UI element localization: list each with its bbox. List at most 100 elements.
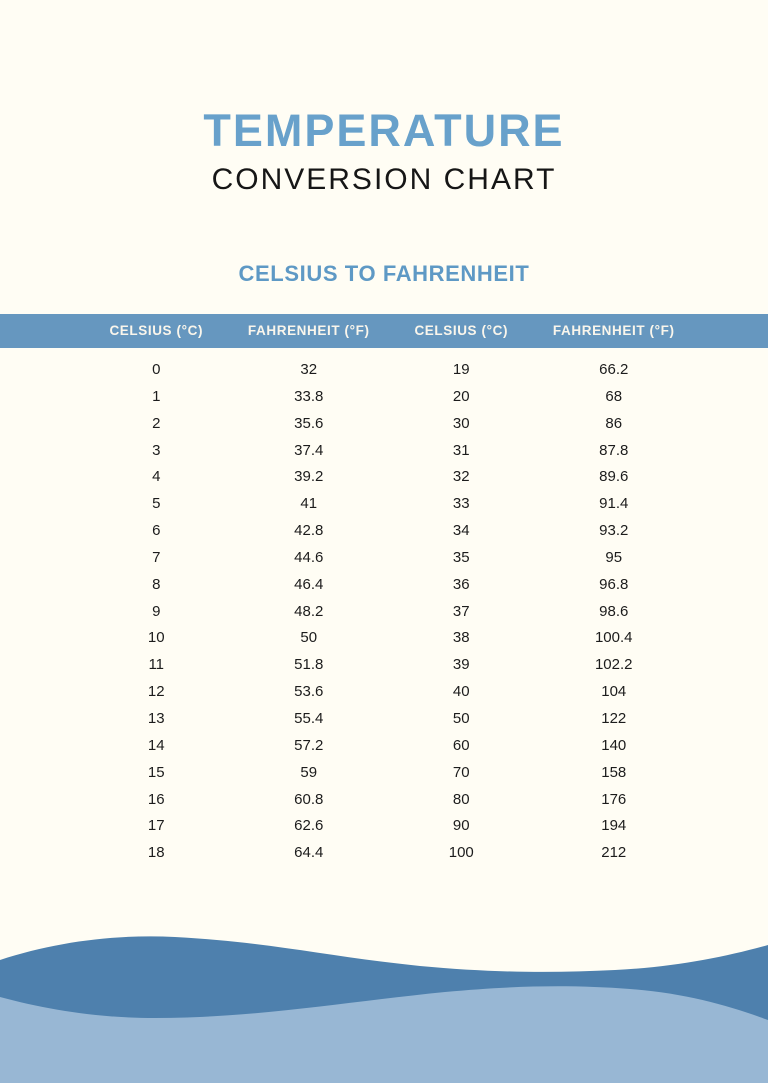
celsius-value: 2 bbox=[152, 414, 161, 432]
celsius-value: 9 bbox=[152, 602, 161, 620]
fahrenheit-value: 96.8 bbox=[599, 575, 629, 593]
celsius-value: 19 bbox=[452, 361, 470, 378]
fahrenheit-value: 93.2 bbox=[599, 522, 629, 540]
celsius-value: 3 bbox=[152, 441, 161, 459]
table-row: 0 32 19 66.2 bbox=[80, 357, 690, 384]
celsius-value: 20 bbox=[452, 387, 470, 405]
fahrenheit-value: 91.4 bbox=[599, 495, 629, 513]
celsius-value: 18 bbox=[147, 844, 165, 862]
table-row: 6 42.8 34 93.2 bbox=[80, 518, 690, 545]
fahrenheit-value: 39.2 bbox=[294, 468, 324, 486]
celsius-value: 15 bbox=[147, 763, 165, 781]
celsius-value: 32 bbox=[452, 468, 470, 486]
fahrenheit-value: 89.6 bbox=[599, 468, 629, 486]
fahrenheit-value: 104 bbox=[601, 683, 627, 701]
celsius-value: 35 bbox=[452, 548, 470, 566]
fahrenheit-value: 50 bbox=[300, 629, 318, 647]
fahrenheit-value: 102.2 bbox=[594, 656, 633, 674]
celsius-value: 80 bbox=[452, 790, 470, 808]
fahrenheit-value: 212 bbox=[601, 844, 627, 862]
table-header-row: CELSIUS (°C) FAHRENHEIT (°F) CELSIUS (°C… bbox=[80, 314, 690, 348]
celsius-value: 36 bbox=[452, 575, 470, 593]
celsius-value: 50 bbox=[452, 709, 470, 727]
page-subtitle: CONVERSION CHART bbox=[211, 162, 557, 196]
fahrenheit-value: 66.2 bbox=[599, 361, 629, 378]
conversion-table: 0 32 19 66.2 1 33.8 20 68 2 35.6 30 86 3 bbox=[80, 357, 690, 867]
fahrenheit-value: 33.8 bbox=[294, 387, 324, 405]
page-title: TEMPERATURE bbox=[203, 105, 565, 156]
celsius-value: 1 bbox=[152, 387, 161, 405]
fahrenheit-value: 62.6 bbox=[294, 817, 324, 835]
table-row: 9 48.2 37 98.6 bbox=[80, 599, 690, 626]
fahrenheit-value: 48.2 bbox=[294, 602, 324, 620]
fahrenheit-value: 32 bbox=[300, 361, 318, 378]
fahrenheit-value: 53.6 bbox=[294, 683, 324, 701]
fahrenheit-value: 158 bbox=[601, 763, 627, 781]
section-heading: CELSIUS TO FAHRENHEIT bbox=[238, 261, 530, 286]
celsius-value: 5 bbox=[152, 495, 161, 513]
fahrenheit-value: 194 bbox=[601, 817, 627, 835]
footer-wave-decoration bbox=[0, 936, 768, 1083]
celsius-value: 7 bbox=[152, 548, 161, 566]
celsius-value: 40 bbox=[452, 683, 470, 701]
fahrenheit-value: 35.6 bbox=[294, 414, 324, 432]
fahrenheit-value: 122 bbox=[601, 709, 627, 727]
table-row: 7 44.6 35 95 bbox=[80, 545, 690, 572]
table-row: 11 51.8 39 102.2 bbox=[80, 652, 690, 679]
celsius-value: 30 bbox=[452, 414, 470, 432]
table-header-band: CELSIUS (°C) FAHRENHEIT (°F) CELSIUS (°C… bbox=[0, 314, 768, 348]
celsius-value: 33 bbox=[452, 495, 470, 513]
fahrenheit-value: 98.6 bbox=[599, 602, 629, 620]
fahrenheit-value: 87.8 bbox=[599, 441, 629, 459]
fahrenheit-value: 44.6 bbox=[294, 548, 324, 566]
celsius-value: 100 bbox=[448, 844, 474, 862]
table-row: 3 37.4 31 87.8 bbox=[80, 438, 690, 465]
table-row: 16 60.8 80 176 bbox=[80, 787, 690, 814]
table-row: 5 41 33 91.4 bbox=[80, 491, 690, 518]
table-row: 8 46.4 36 96.8 bbox=[80, 572, 690, 599]
celsius-value: 13 bbox=[147, 709, 165, 727]
fahrenheit-value: 51.8 bbox=[294, 656, 324, 674]
table-row: 10 50 38 100.4 bbox=[80, 625, 690, 652]
title-block: TEMPERATURE CONVERSION CHART bbox=[0, 106, 768, 197]
celsius-value: 90 bbox=[452, 817, 470, 835]
celsius-value: 11 bbox=[148, 656, 165, 674]
column-header-fahrenheit-left: FAHRENHEIT (°F) bbox=[247, 323, 370, 338]
fahrenheit-value: 55.4 bbox=[294, 709, 324, 727]
celsius-value: 6 bbox=[152, 522, 161, 540]
celsius-value: 12 bbox=[147, 683, 165, 701]
table-row: 12 53.6 40 104 bbox=[80, 679, 690, 706]
fahrenheit-value: 64.4 bbox=[294, 844, 324, 862]
table-row: 4 39.2 32 89.6 bbox=[80, 464, 690, 491]
column-header-celsius-left: CELSIUS (°C) bbox=[109, 323, 204, 338]
fahrenheit-value: 41 bbox=[300, 495, 318, 513]
fahrenheit-value: 42.8 bbox=[294, 522, 324, 540]
column-header-fahrenheit-right: FAHRENHEIT (°F) bbox=[552, 323, 675, 338]
table-row: 2 35.6 30 86 bbox=[80, 411, 690, 438]
fahrenheit-value: 59 bbox=[300, 763, 318, 781]
fahrenheit-value: 95 bbox=[605, 548, 623, 566]
celsius-value: 4 bbox=[152, 468, 161, 486]
celsius-value: 8 bbox=[152, 575, 161, 593]
fahrenheit-value: 100.4 bbox=[594, 629, 633, 647]
table-row: 1 33.8 20 68 bbox=[80, 384, 690, 411]
celsius-value: 14 bbox=[147, 736, 165, 754]
celsius-value: 34 bbox=[452, 522, 470, 540]
celsius-value: 70 bbox=[452, 763, 470, 781]
table-row: 17 62.6 90 194 bbox=[80, 813, 690, 840]
table-row: 14 57.2 60 140 bbox=[80, 733, 690, 760]
table-row: 15 59 70 158 bbox=[80, 760, 690, 787]
fahrenheit-value: 86 bbox=[605, 414, 623, 432]
fahrenheit-value: 57.2 bbox=[294, 736, 324, 754]
celsius-value: 16 bbox=[147, 790, 165, 808]
celsius-value: 17 bbox=[147, 817, 165, 835]
fahrenheit-value: 140 bbox=[601, 736, 627, 754]
column-header-celsius-right: CELSIUS (°C) bbox=[414, 323, 509, 338]
wave-light-shape bbox=[0, 986, 768, 1083]
celsius-value: 10 bbox=[147, 629, 165, 647]
fahrenheit-value: 37.4 bbox=[294, 441, 324, 459]
fahrenheit-value: 176 bbox=[601, 790, 627, 808]
table-row: 13 55.4 50 122 bbox=[80, 706, 690, 733]
celsius-value: 0 bbox=[152, 361, 161, 378]
